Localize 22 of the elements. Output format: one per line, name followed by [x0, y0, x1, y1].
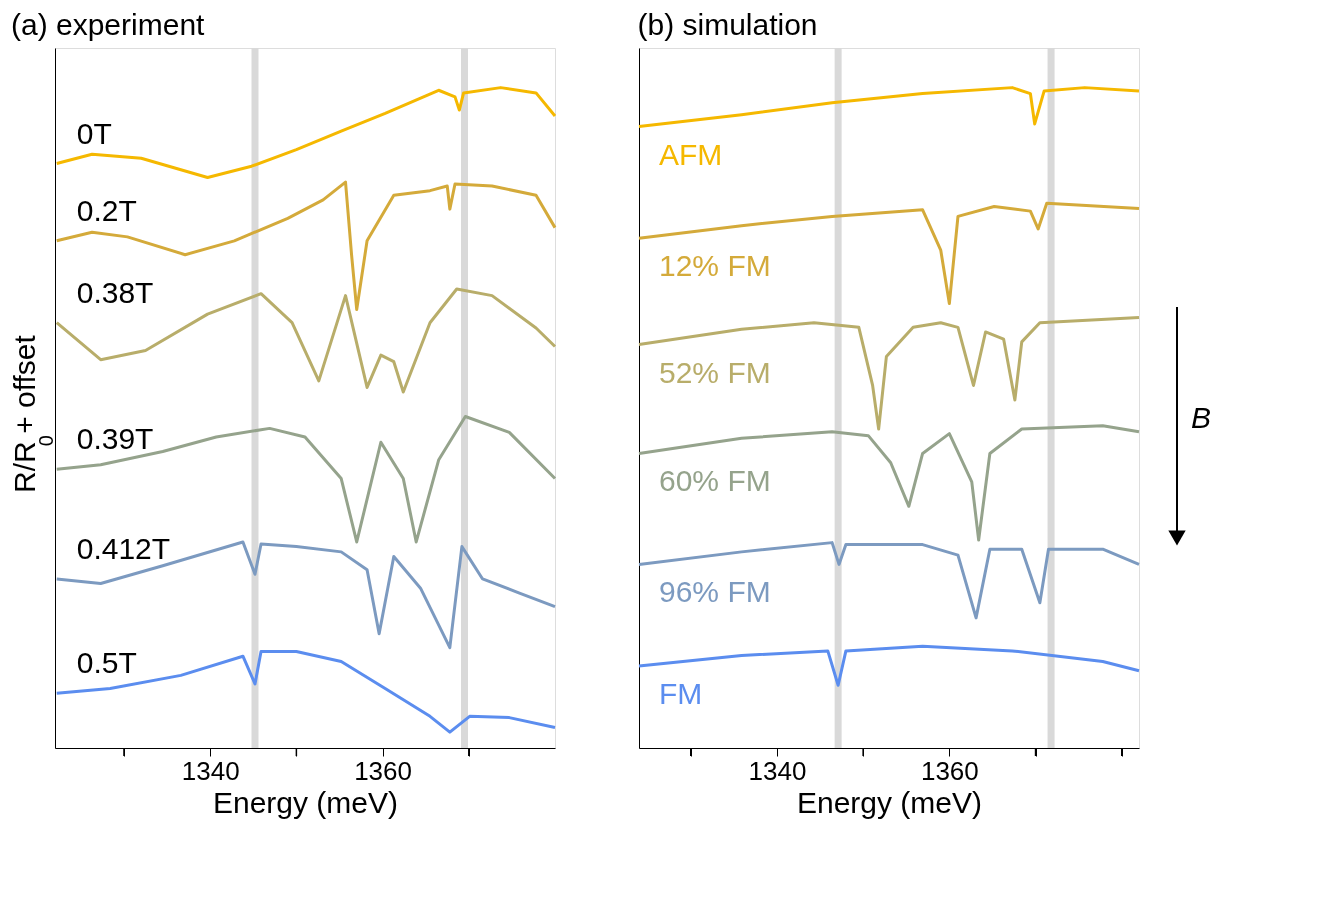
x-tick-label: 1340: [748, 755, 807, 786]
series-label: 0.39T: [76, 422, 154, 456]
chart-title: (b) simulation: [637, 7, 818, 41]
series-label: FM: [659, 677, 703, 711]
series-label: 96% FM: [659, 575, 771, 609]
x-tick-label: 1340: [181, 755, 240, 786]
series-label: AFM: [659, 137, 723, 171]
series-label: 0.2T: [76, 193, 137, 227]
x-axis-title: Energy (meV): [796, 785, 983, 819]
series-label: 0.5T: [76, 646, 137, 680]
y-axis-title: R/R0 + offset: [8, 334, 57, 493]
series-label: 0.412T: [76, 531, 171, 565]
series-label: 0.38T: [76, 275, 154, 309]
x-tick-label: 1360: [920, 755, 979, 786]
series-label: 52% FM: [659, 355, 771, 389]
chart-title: (a) experiment: [11, 7, 206, 41]
text: B: [1191, 401, 1212, 434]
series-label: 12% FM: [659, 249, 771, 283]
series-label: 60% FM: [659, 464, 771, 498]
series-label: 0T: [76, 116, 112, 150]
x-axis-title: Energy (meV): [212, 785, 399, 819]
x-tick-label: 1360: [354, 755, 413, 786]
